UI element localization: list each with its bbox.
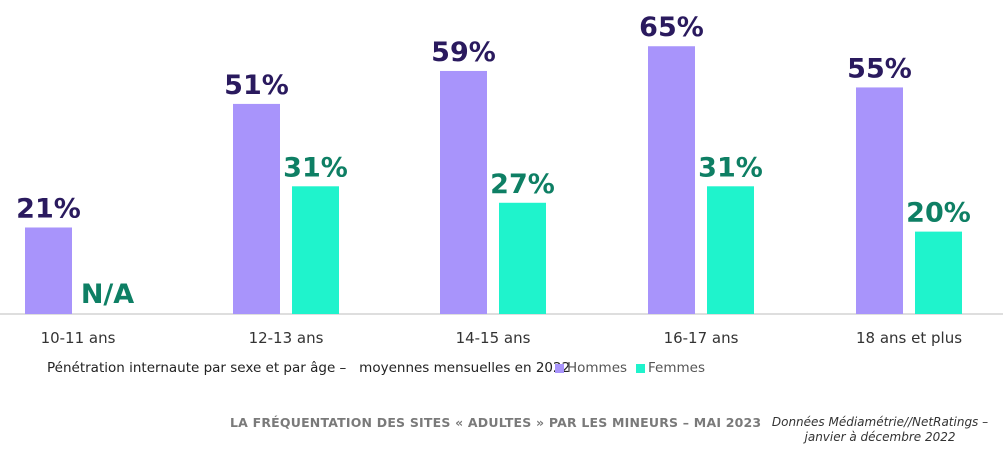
bar-femmes — [499, 202, 546, 314]
legend-item-hommes: Hommes — [555, 360, 627, 376]
x-tick-label: 10-11 ans — [41, 329, 116, 347]
data-label-femmes: 31% — [283, 152, 348, 183]
chart-caption: Pénétration internaute par sexe et par â… — [47, 360, 571, 376]
bar-hommes — [25, 227, 72, 314]
legend-label-femmes: Femmes — [648, 360, 705, 376]
bar-femmes — [915, 231, 962, 314]
bar-femmes — [707, 186, 754, 314]
legend-swatch-femmes — [636, 363, 645, 373]
data-label-hommes: 55% — [847, 53, 912, 84]
bar-hommes — [440, 70, 487, 314]
legend-label-hommes: Hommes — [567, 360, 628, 376]
bar-hommes — [856, 87, 903, 315]
data-label-femmes: 31% — [698, 152, 763, 183]
data-label-hommes: 21% — [16, 193, 81, 224]
bar-hommes — [233, 103, 280, 314]
source-line-2: janvier à décembre 2022 — [804, 430, 956, 444]
data-label-femmes: 27% — [490, 169, 555, 200]
bar-chart: 21% N/A 10-11 ans 51% 31% 12-13 ans 59% 27% 14-1… — [0, 12, 1003, 347]
legend-item-femmes: Femmes — [636, 360, 705, 376]
footer-title: LA FRÉQUENTATION DES SITES « ADULTES » P… — [230, 415, 762, 430]
source-note: Données Médiamétrie//NetRatings – janvie… — [765, 415, 995, 445]
x-tick-label: 14-15 ans — [456, 329, 531, 347]
legend-swatch-hommes — [555, 363, 564, 373]
data-label-hommes: 59% — [431, 37, 496, 68]
source-line-1: Données Médiamétrie//NetRatings – — [771, 415, 989, 429]
data-label-femmes-na: N/A — [81, 279, 134, 310]
bar-hommes — [648, 46, 695, 315]
data-label-hommes: 65% — [639, 12, 704, 43]
x-tick-label: 18 ans et plus — [856, 329, 962, 347]
x-tick-label: 16-17 ans — [664, 329, 739, 347]
data-label-femmes: 20% — [906, 198, 971, 229]
data-label-hommes: 51% — [224, 70, 289, 101]
bar-femmes — [292, 186, 339, 314]
x-tick-label: 12-13 ans — [249, 329, 324, 347]
